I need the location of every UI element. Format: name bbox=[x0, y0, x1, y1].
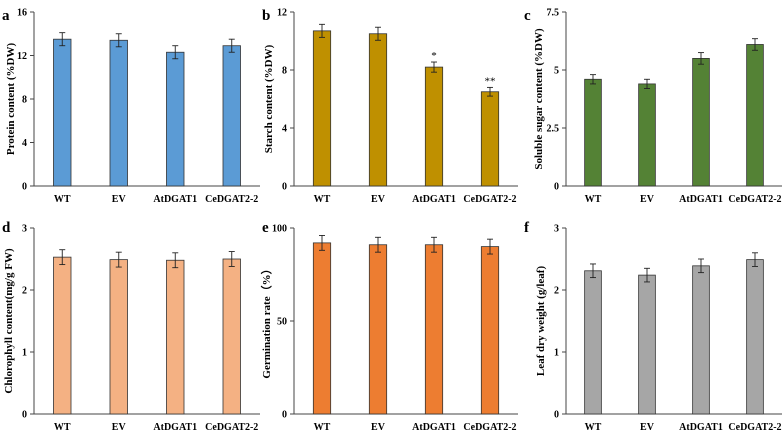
x-category-label: AtDGAT1 bbox=[412, 194, 456, 205]
bar-cedgat2-2 bbox=[222, 258, 241, 415]
bar-wt bbox=[584, 270, 602, 415]
x-category-label: CeDGAT2-2 bbox=[463, 422, 516, 433]
bar-wt bbox=[584, 78, 602, 187]
bar-ev bbox=[368, 244, 388, 415]
x-category-label: CeDGAT2-2 bbox=[463, 194, 516, 205]
significance-label: ** bbox=[485, 75, 496, 87]
x-category-label: EV bbox=[371, 194, 386, 205]
y-tick-label: 0 bbox=[282, 410, 287, 421]
y-tick-label: 3 bbox=[554, 224, 559, 235]
y-tick-label: 0 bbox=[22, 182, 27, 193]
bar-atdgat1 bbox=[692, 58, 710, 187]
panel-letter: c bbox=[524, 8, 531, 24]
x-category-label: AtDGAT1 bbox=[412, 422, 456, 433]
y-tick-label: 2 bbox=[22, 286, 27, 297]
panel-letter: d bbox=[2, 220, 11, 236]
y-tick-label: 5 bbox=[554, 66, 559, 77]
x-category-label: EV bbox=[640, 194, 655, 205]
y-axis-title: Germination rate（%） bbox=[260, 263, 273, 378]
y-tick-label: 1 bbox=[554, 348, 559, 359]
bar-wt bbox=[53, 38, 72, 187]
y-tick-label: 12 bbox=[277, 8, 287, 19]
y-tick-label: 3 bbox=[22, 224, 27, 235]
x-category-label: WT bbox=[585, 194, 602, 205]
y-tick-label: 50 bbox=[277, 317, 287, 328]
x-category-label: EV bbox=[112, 422, 127, 433]
significance-label: * bbox=[431, 50, 437, 62]
x-category-label: WT bbox=[54, 194, 71, 205]
y-tick-label: 0 bbox=[282, 182, 287, 193]
bar-cedgat2-2 bbox=[480, 91, 500, 187]
y-tick-label: 1 bbox=[22, 348, 27, 359]
y-tick-label: 0 bbox=[22, 410, 27, 421]
bar-ev bbox=[368, 33, 388, 187]
x-category-label: CeDGAT2-2 bbox=[205, 422, 258, 433]
x-category-label: CeDGAT2-2 bbox=[205, 194, 258, 205]
x-category-label: EV bbox=[371, 422, 386, 433]
y-axis-title: Soluble sugar content (%DW) bbox=[533, 28, 545, 170]
y-axis-title: Protein content (%DW) bbox=[5, 43, 17, 156]
y-axis-title: Chlorophyll content(mg/g FW) bbox=[3, 248, 15, 394]
bar-cedgat2-2 bbox=[480, 246, 500, 415]
x-category-label: CeDGAT2-2 bbox=[728, 194, 781, 205]
bar-wt bbox=[53, 256, 72, 415]
chart-panel-b: b 0 4 8 12 Starch content (%DW) WT EV * AtDGAT1 **… bbox=[262, 8, 518, 205]
bar-atdgat1 bbox=[166, 51, 185, 187]
y-tick-label: 16 bbox=[17, 8, 27, 19]
y-tick-label: 8 bbox=[282, 66, 287, 77]
y-tick-label: 7.5 bbox=[547, 8, 560, 19]
bar-cedgat2-2 bbox=[746, 259, 764, 415]
y-tick-label: 8 bbox=[22, 95, 27, 106]
panel-letter: e bbox=[262, 220, 269, 236]
x-category-label: AtDGAT1 bbox=[153, 194, 197, 205]
x-category-label: WT bbox=[585, 422, 602, 433]
x-category-label: CeDGAT2-2 bbox=[728, 422, 781, 433]
x-category-label: AtDGAT1 bbox=[153, 422, 197, 433]
panel-letter: f bbox=[524, 220, 530, 236]
bar-atdgat1 bbox=[692, 265, 710, 415]
x-category-label: AtDGAT1 bbox=[679, 422, 723, 433]
chart-panel-f: f 0 1 2 3 Leaf dry weight (g/leaf) WT EV AtDGAT1… bbox=[524, 220, 782, 433]
y-tick-label: 4 bbox=[22, 138, 27, 149]
y-tick-label: 4 bbox=[282, 124, 287, 135]
bar-atdgat1 bbox=[424, 244, 444, 415]
x-category-label: EV bbox=[640, 422, 655, 433]
bar-cedgat2-2 bbox=[746, 44, 764, 187]
bar-cedgat2-2 bbox=[222, 45, 241, 187]
panel-letter: b bbox=[262, 8, 270, 24]
bar-wt bbox=[312, 30, 332, 187]
bar-ev bbox=[109, 259, 128, 415]
y-tick-label: 100 bbox=[272, 224, 287, 235]
chart-panel-e: e 0 50 100 Germination rate（%） WT EV AtDGAT1 CeD… bbox=[260, 220, 518, 433]
x-category-label: EV bbox=[112, 194, 127, 205]
y-axis-title: Starch content (%DW) bbox=[263, 44, 275, 153]
bar-atdgat1 bbox=[166, 259, 185, 415]
chart-panel-a: a 0 4 8 12 16 Protein content (%DW) WT EV AtDGAT1… bbox=[2, 8, 260, 205]
bar-ev bbox=[638, 274, 656, 415]
bar-ev bbox=[638, 83, 656, 187]
x-category-label: WT bbox=[314, 422, 331, 433]
y-axis-title: Leaf dry weight (g/leaf) bbox=[535, 266, 547, 377]
y-tick-label: 2.5 bbox=[547, 124, 560, 135]
bar-atdgat1 bbox=[424, 66, 444, 187]
y-tick-label: 2 bbox=[554, 286, 559, 297]
bar-ev bbox=[109, 39, 128, 187]
x-category-label: AtDGAT1 bbox=[679, 194, 723, 205]
y-tick-label: 0 bbox=[554, 410, 559, 421]
y-tick-label: 0 bbox=[554, 182, 559, 193]
chart-panel-d: d 0 1 2 3 Chlorophyll content(mg/g FW) WT EV AtD… bbox=[2, 220, 260, 433]
bar-wt bbox=[312, 242, 332, 415]
x-category-label: WT bbox=[314, 194, 331, 205]
y-tick-label: 12 bbox=[17, 51, 27, 62]
panel-letter: a bbox=[2, 8, 10, 24]
x-category-label: WT bbox=[54, 422, 71, 433]
